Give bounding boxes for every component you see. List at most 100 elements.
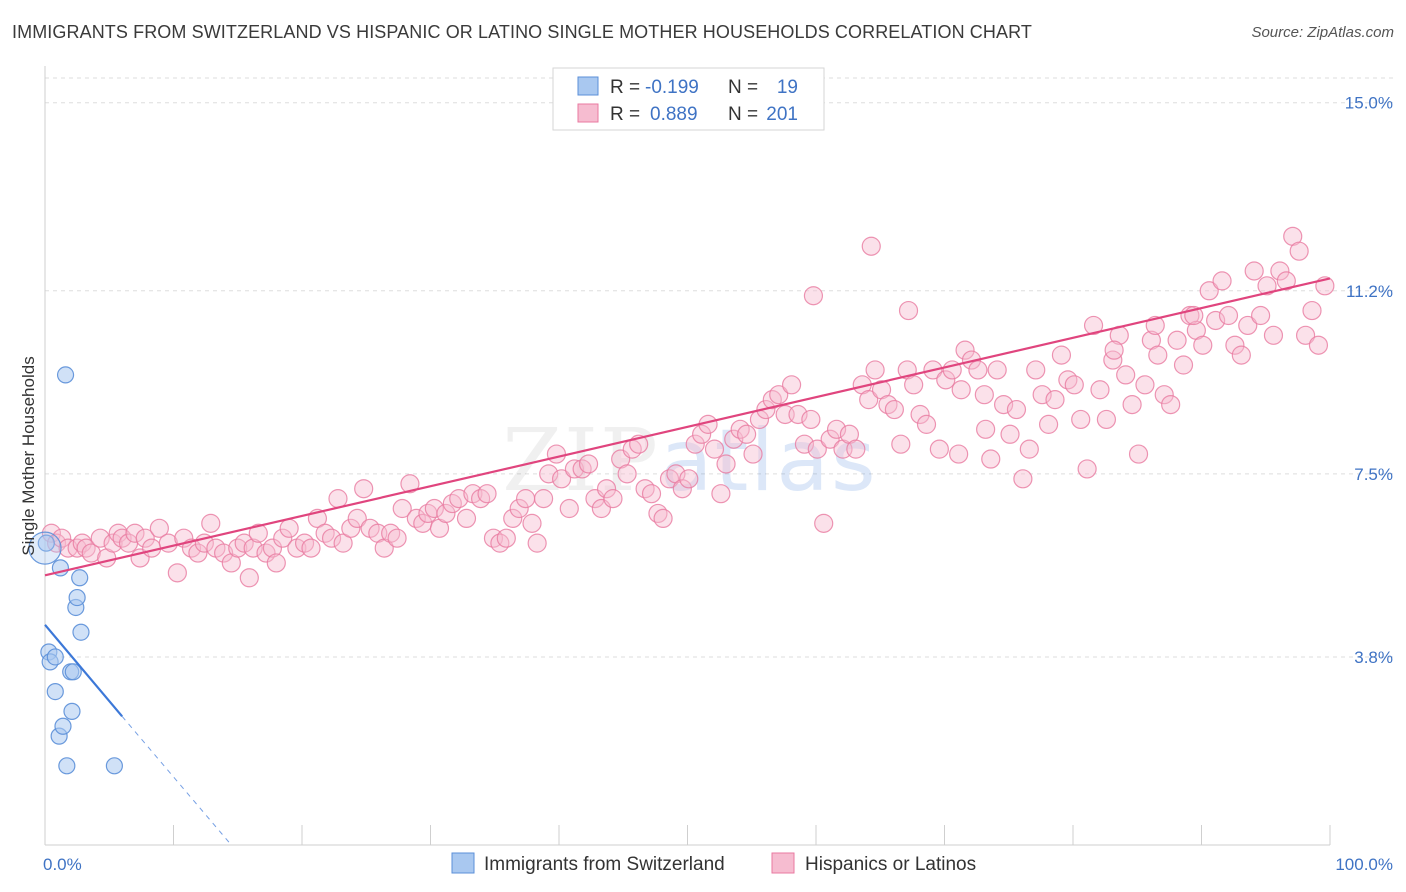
hispanics-point-101 [685, 434, 705, 454]
hispanics-point-78 [539, 464, 559, 484]
hispanics-point-83 [572, 459, 592, 479]
hispanics-point-154 [1026, 360, 1046, 380]
legend-swatch-blue [577, 76, 599, 96]
axes [44, 66, 1331, 846]
hispanics-point-106 [716, 454, 736, 474]
bottom-legend-label-hispanic: Hispanics or Latinos [805, 854, 976, 875]
hispanics-point-147 [981, 449, 1001, 469]
hispanics-point-163 [1083, 315, 1104, 336]
hispanics-point-110 [743, 444, 763, 464]
hispanics-point-140 [936, 370, 956, 390]
hispanics-point-67 [471, 489, 491, 509]
hispanics-point-182 [1206, 310, 1226, 331]
hispanics-point-82 [564, 459, 585, 479]
x-tick-label-1: 100.0% [1335, 855, 1393, 874]
hispanics-point-164 [1090, 380, 1110, 400]
hispanics-point-114 [769, 385, 789, 405]
hispanics-point-177 [1173, 355, 1194, 375]
hispanics-point-135 [904, 375, 924, 395]
hispanics-point-75 [522, 513, 542, 533]
hispanics-point-71 [496, 528, 516, 548]
hispanics-point-68 [477, 484, 497, 504]
hispanics-point-136 [910, 404, 930, 425]
bottom-legend-swatch-blue [451, 852, 475, 874]
hispanics-point-10 [103, 533, 123, 553]
hispanics-point-176 [1167, 330, 1187, 350]
hispanics-point-81 [559, 498, 579, 519]
hispanics-point-7 [81, 543, 101, 563]
hispanics-point-31 [239, 568, 259, 588]
hispanics-point-107 [724, 429, 744, 449]
hispanics-point-12 [112, 528, 132, 548]
swiss-point-8 [56, 366, 75, 384]
y-tick-label-2: 11.2% [1346, 282, 1393, 301]
swiss-point-4 [46, 682, 64, 701]
hispanics-point-143 [955, 340, 975, 360]
hispanics-point-162 [1077, 459, 1097, 479]
legend-r-label-2: R = [610, 104, 640, 125]
hispanics-point-195 [1289, 241, 1309, 261]
bottom-legend-label-swiss: Immigrants from Switzerland [484, 854, 725, 875]
hispanics-point-55 [392, 498, 412, 519]
hispanics-point-184 [1218, 305, 1239, 326]
hispanics-point-170 [1128, 444, 1149, 464]
swiss-point-16 [72, 623, 90, 641]
hispanics-point-38 [279, 518, 299, 538]
hispanics-point-70 [490, 533, 510, 553]
hispanics-point-113 [762, 390, 782, 410]
swiss-point-15 [71, 569, 89, 587]
hispanics-point-43 [315, 523, 335, 543]
hispanics-point-60 [424, 498, 444, 519]
hispanics-point-205 [1104, 340, 1124, 360]
hispanics-point-203 [803, 286, 824, 306]
hispanics-point-49 [354, 479, 374, 499]
hispanics-point-65 [456, 508, 477, 529]
hispanics-point-148 [987, 360, 1007, 380]
hispanics-point-40 [294, 533, 315, 553]
hispanics-point-202 [898, 300, 919, 321]
hispanics-point-157 [1045, 390, 1065, 410]
hispanics-point-146 [974, 385, 994, 405]
hispanics-point-160 [1064, 375, 1084, 395]
hispanics-point-197 [1302, 300, 1322, 321]
swiss-point-7 [54, 717, 72, 735]
hispanics-point-152 [1013, 469, 1033, 489]
hispanics-point-20 [167, 563, 187, 583]
y-tick-label-0: 3.8% [1354, 648, 1393, 667]
hispanics-point-36 [266, 553, 286, 573]
hispanics-point-46 [333, 533, 353, 553]
hispanics-point-132 [884, 399, 904, 420]
hispanics-point-174 [1154, 385, 1174, 405]
x-tick-label-0: 0.0% [43, 855, 82, 874]
hispanics-point-201 [976, 419, 996, 439]
hispanics-point-74 [515, 489, 536, 509]
swiss-trend-line [44, 624, 123, 718]
hispanics-point-8 [90, 528, 110, 548]
legend-r-label-1: R = [610, 77, 640, 98]
source-label: Source: ZipAtlas.com [1251, 24, 1394, 41]
hispanics-point-79 [546, 444, 567, 464]
hispanics-point-192 [1270, 261, 1290, 281]
legend-swatch-pink [577, 103, 599, 123]
hispanics-point-54 [387, 528, 407, 548]
hispanics-point-64 [449, 489, 469, 509]
hispanics-point-168 [1116, 365, 1136, 385]
hispanics-point-57 [406, 508, 426, 529]
hispanics-point-109 [737, 424, 757, 444]
hispanics-point-204 [861, 236, 881, 256]
hispanics-point-181 [1199, 281, 1219, 301]
hispanics-point-183 [1212, 271, 1232, 291]
hispanics-point-90 [617, 464, 637, 484]
y-tick-label-3: 15.0% [1345, 94, 1393, 113]
hispanics-point-87 [596, 479, 617, 499]
swiss-point-17 [105, 757, 123, 775]
hispanics-point-145 [968, 360, 988, 380]
hispanics-point-62 [436, 503, 456, 524]
hispanics-point-116 [781, 375, 802, 395]
hispanics-point-118 [794, 434, 815, 454]
hispanics-point-128 [859, 390, 879, 410]
hispanics-point-105 [711, 484, 731, 504]
y-axis-label: Single Mother Households [19, 356, 38, 555]
hispanics-point-122 [820, 429, 840, 449]
